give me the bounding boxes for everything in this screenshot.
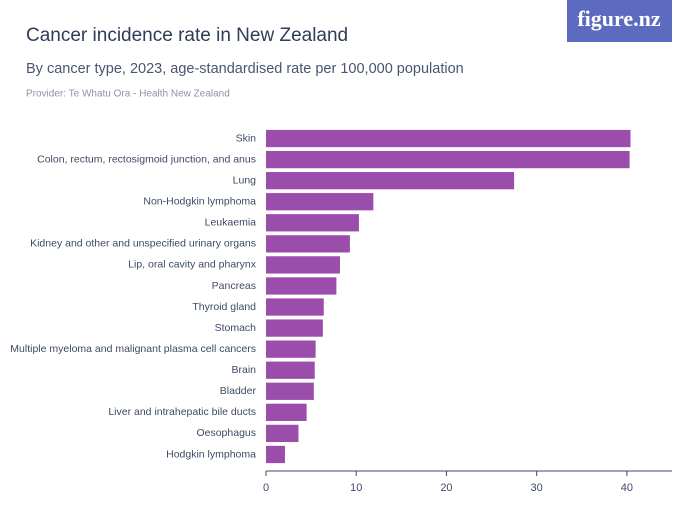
bar <box>266 361 315 379</box>
y-tick-label: Liver and intrahepatic bile ducts <box>108 406 256 418</box>
x-tick-label: 20 <box>440 482 452 494</box>
y-tick-label: Non-Hodgkin lymphoma <box>143 196 256 208</box>
x-tick-label: 40 <box>621 482 633 494</box>
bar <box>266 424 299 443</box>
bar <box>266 129 631 148</box>
bar <box>266 172 515 190</box>
y-tick-label: Hodgkin lymphoma <box>166 448 256 460</box>
y-tick-label: Skin <box>236 132 257 144</box>
bar <box>266 319 323 337</box>
logo-box <box>567 0 672 42</box>
y-tick-label: Thyroid gland <box>192 301 256 313</box>
bar <box>266 340 316 358</box>
bar <box>266 403 307 421</box>
y-tick-label: Lung <box>233 174 257 186</box>
y-tick-label: Bladder <box>220 385 257 397</box>
bar <box>266 150 630 169</box>
chart-subtitle: By cancer type, 2023, age-standardised r… <box>26 61 464 77</box>
chart-title: Cancer incidence rate in New Zealand <box>26 25 348 46</box>
y-tick-label: Lip, oral cavity and pharynx <box>128 259 257 271</box>
y-tick-label: Leukaemia <box>205 217 257 229</box>
bar <box>266 235 350 253</box>
y-tick-label: Pancreas <box>212 280 256 292</box>
bar <box>266 298 324 316</box>
bar <box>266 445 285 464</box>
source: Provider: Te Whatu Ora - Health New Zeal… <box>26 89 230 100</box>
bar <box>266 382 314 400</box>
y-tick-label: Oesophagus <box>196 427 256 439</box>
y-tick-label: Brain <box>231 364 256 376</box>
y-tick-label: Colon, rectum, rectosigmoid junction, an… <box>37 153 256 165</box>
y-tick-label: Kidney and other and unspecified urinary… <box>30 238 256 250</box>
y-tick-label: Multiple myeloma and malignant plasma ce… <box>10 343 256 355</box>
bar <box>266 193 374 211</box>
x-tick-label: 30 <box>531 482 543 494</box>
logo[interactable]: figure.nz <box>577 6 661 31</box>
x-tick-label: 10 <box>350 482 362 494</box>
bar <box>266 214 359 232</box>
bar <box>266 256 340 274</box>
bar <box>266 277 337 295</box>
x-tick-label: 0 <box>263 482 269 494</box>
y-tick-label: Stomach <box>215 322 257 334</box>
